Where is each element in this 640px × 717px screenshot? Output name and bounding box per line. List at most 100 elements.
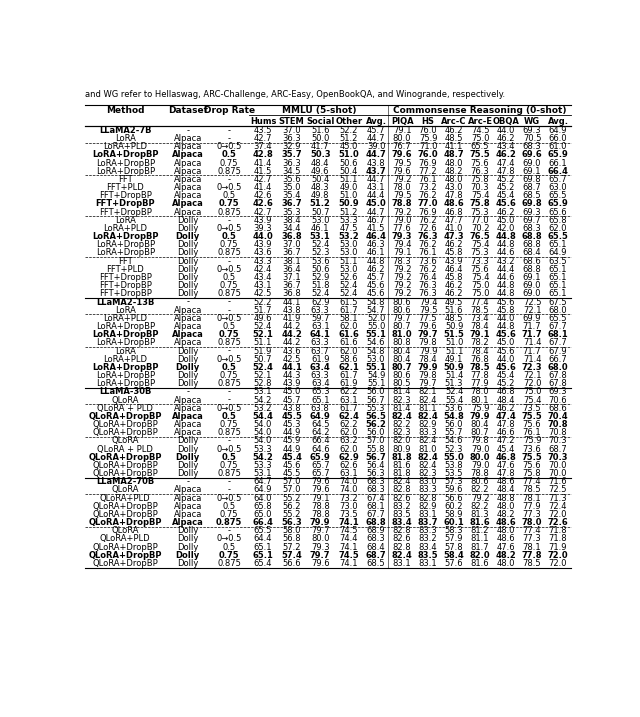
Text: 45.4: 45.4: [497, 371, 515, 380]
Text: 0.5: 0.5: [223, 273, 236, 282]
Text: 44.7: 44.7: [367, 134, 385, 143]
Text: 68.4: 68.4: [367, 543, 385, 551]
Text: 72.5: 72.5: [548, 485, 567, 495]
Text: 55.0: 55.0: [367, 322, 385, 331]
Text: -: -: [186, 478, 189, 486]
Text: 81.7: 81.7: [471, 543, 490, 551]
Text: 77.3: 77.3: [523, 510, 541, 519]
Text: 66.4: 66.4: [548, 167, 568, 176]
Text: 83.2: 83.2: [419, 534, 437, 543]
Text: Arc-E: Arc-E: [468, 117, 493, 126]
Text: 35.3: 35.3: [282, 208, 301, 217]
Text: 55.1: 55.1: [365, 363, 387, 372]
Text: 56.4: 56.4: [367, 461, 385, 470]
Text: Alpaca: Alpaca: [173, 493, 202, 503]
Text: 56.5: 56.5: [365, 412, 387, 421]
Text: Dataset: Dataset: [168, 106, 207, 115]
Text: 82.4: 82.4: [418, 452, 438, 462]
Text: 78.1: 78.1: [523, 493, 541, 503]
Text: 55.1: 55.1: [367, 379, 385, 388]
Text: 68.3: 68.3: [367, 534, 385, 543]
Text: 54.4: 54.4: [253, 412, 273, 421]
Text: 61.6: 61.6: [339, 331, 359, 339]
Text: Alpaca: Alpaca: [173, 158, 202, 168]
Text: 45.4: 45.4: [281, 452, 302, 462]
Text: QLoRA+PLD: QLoRA+PLD: [100, 534, 150, 543]
Text: 45.5: 45.5: [281, 412, 302, 421]
Text: 79.2: 79.2: [393, 290, 412, 298]
Text: Alpaca: Alpaca: [172, 151, 204, 159]
Text: -: -: [228, 346, 231, 356]
Text: QLoRA: QLoRA: [111, 437, 139, 445]
Text: 43.5: 43.5: [254, 126, 272, 135]
Text: 69.0: 69.0: [523, 281, 541, 290]
Text: Dolly: Dolly: [177, 290, 198, 298]
Text: 49.6: 49.6: [254, 314, 272, 323]
Text: 66.0: 66.0: [548, 134, 567, 143]
Text: 51.4: 51.4: [445, 371, 463, 380]
Text: 47.4: 47.4: [497, 158, 515, 168]
Text: 45.6: 45.6: [495, 331, 516, 339]
Text: 65.5: 65.5: [548, 232, 568, 241]
Text: 73.6: 73.6: [419, 257, 438, 266]
Text: Dolly: Dolly: [177, 526, 198, 536]
Text: WG: WG: [524, 117, 540, 126]
Text: QLoRA+DropBP: QLoRA+DropBP: [92, 461, 158, 470]
Text: 65.9: 65.9: [548, 199, 568, 209]
Text: 39.3: 39.3: [253, 224, 273, 233]
Text: 55.2: 55.2: [282, 493, 301, 503]
Text: 79.9: 79.9: [419, 346, 437, 356]
Text: 76.0: 76.0: [418, 151, 438, 159]
Text: 52.3: 52.3: [445, 445, 463, 454]
Text: 76.9: 76.9: [419, 208, 437, 217]
Text: 76.4: 76.4: [419, 273, 437, 282]
Text: 62.0: 62.0: [340, 445, 358, 454]
Text: 68.7: 68.7: [548, 445, 568, 454]
Text: 45.7: 45.7: [367, 273, 385, 282]
Text: 0.875: 0.875: [218, 338, 241, 347]
Text: Dolly: Dolly: [177, 224, 198, 233]
Text: 56.8: 56.8: [282, 534, 301, 543]
Text: 65.7: 65.7: [548, 175, 567, 184]
Text: 62.0: 62.0: [548, 224, 567, 233]
Text: 44.1: 44.1: [281, 363, 302, 372]
Text: 47.4: 47.4: [496, 412, 516, 421]
Text: -: -: [228, 485, 231, 495]
Text: 77.0: 77.0: [418, 199, 438, 209]
Text: 77.2: 77.2: [419, 167, 437, 176]
Text: 75.0: 75.0: [471, 281, 490, 290]
Text: Dolly: Dolly: [177, 240, 198, 250]
Text: 42.7: 42.7: [254, 208, 272, 217]
Text: Alpaca: Alpaca: [173, 322, 202, 331]
Text: FFT+DropBP: FFT+DropBP: [99, 281, 152, 290]
Text: 79.6: 79.6: [311, 485, 330, 495]
Text: 46.2: 46.2: [445, 240, 463, 250]
Text: 61.9: 61.9: [340, 379, 358, 388]
Text: 0.5: 0.5: [223, 543, 236, 551]
Text: 46.4: 46.4: [365, 232, 387, 241]
Text: 79.2: 79.2: [393, 265, 412, 274]
Text: 43.9: 43.9: [282, 379, 301, 388]
Text: 50.6: 50.6: [311, 265, 330, 274]
Text: 83.5: 83.5: [418, 551, 438, 560]
Text: Avg.: Avg.: [548, 117, 568, 126]
Text: 52.2: 52.2: [254, 298, 272, 307]
Text: 45.0: 45.0: [282, 387, 301, 397]
Text: 54.2: 54.2: [253, 452, 273, 462]
Text: 79.0: 79.0: [393, 216, 412, 225]
Text: 36.3: 36.3: [282, 158, 301, 168]
Text: QLoRA+DropBP: QLoRA+DropBP: [92, 469, 158, 478]
Text: Alpaca: Alpaca: [173, 305, 202, 315]
Text: 68.3: 68.3: [367, 485, 385, 495]
Text: 45.7: 45.7: [367, 126, 385, 135]
Text: 62.0: 62.0: [340, 322, 358, 331]
Text: LoRA+PLD: LoRA+PLD: [103, 224, 147, 233]
Text: 81.4: 81.4: [393, 404, 412, 413]
Text: 64.4: 64.4: [254, 534, 272, 543]
Text: 65.3: 65.3: [311, 387, 330, 397]
Text: 79.1: 79.1: [393, 249, 412, 257]
Text: 46.8: 46.8: [496, 452, 516, 462]
Text: 45.6: 45.6: [367, 281, 385, 290]
Text: Dolly: Dolly: [177, 249, 198, 257]
Text: 82.9: 82.9: [419, 420, 437, 429]
